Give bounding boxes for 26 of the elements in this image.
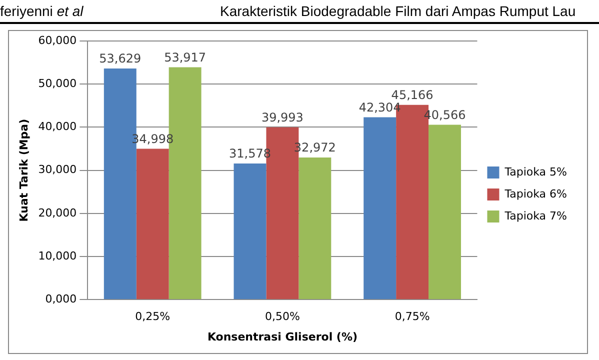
legend-label: Tapioka 5% (504, 165, 568, 178)
x-tick-label: 0,75% (394, 310, 430, 324)
legend-label: Tapioka 7% (504, 209, 568, 222)
x-tick-label: 0,25% (135, 310, 170, 324)
legend-label: Tapioka 6% (504, 187, 568, 200)
y-tick-label: 30,000 (38, 163, 77, 176)
bar (428, 124, 461, 300)
data-label: 39,993 (261, 110, 304, 124)
y-axis-title: Kuat Tarik (Mpa) (17, 118, 30, 222)
y-tick-label: 10,000 (38, 249, 77, 262)
bar (234, 164, 266, 300)
x-tick-label: 0,50% (264, 310, 300, 324)
y-tick-label: 60,000 (38, 34, 77, 47)
text: feriyenni et al (0, 3, 84, 19)
bar (298, 157, 332, 300)
y-tick-label: 50,000 (38, 76, 77, 90)
text: Karakteristik Biodegradable Film dari Ampas Rumput Lau (220, 3, 576, 19)
data-label: 53,917 (164, 50, 206, 64)
bar (364, 117, 396, 300)
data-label: 45,166 (391, 88, 434, 102)
x-axis-title: Konsentrasi Gliserol (%) (207, 330, 358, 344)
y-tick-label: 0,000 (45, 292, 77, 306)
data-label: 53,629 (99, 52, 142, 66)
bar (136, 148, 169, 300)
y-tick-label: 40,000 (38, 120, 77, 134)
y-tick-label: 20,000 (38, 206, 77, 220)
